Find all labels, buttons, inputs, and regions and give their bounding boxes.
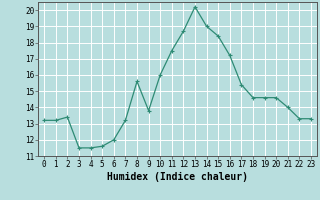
X-axis label: Humidex (Indice chaleur): Humidex (Indice chaleur) — [107, 172, 248, 182]
